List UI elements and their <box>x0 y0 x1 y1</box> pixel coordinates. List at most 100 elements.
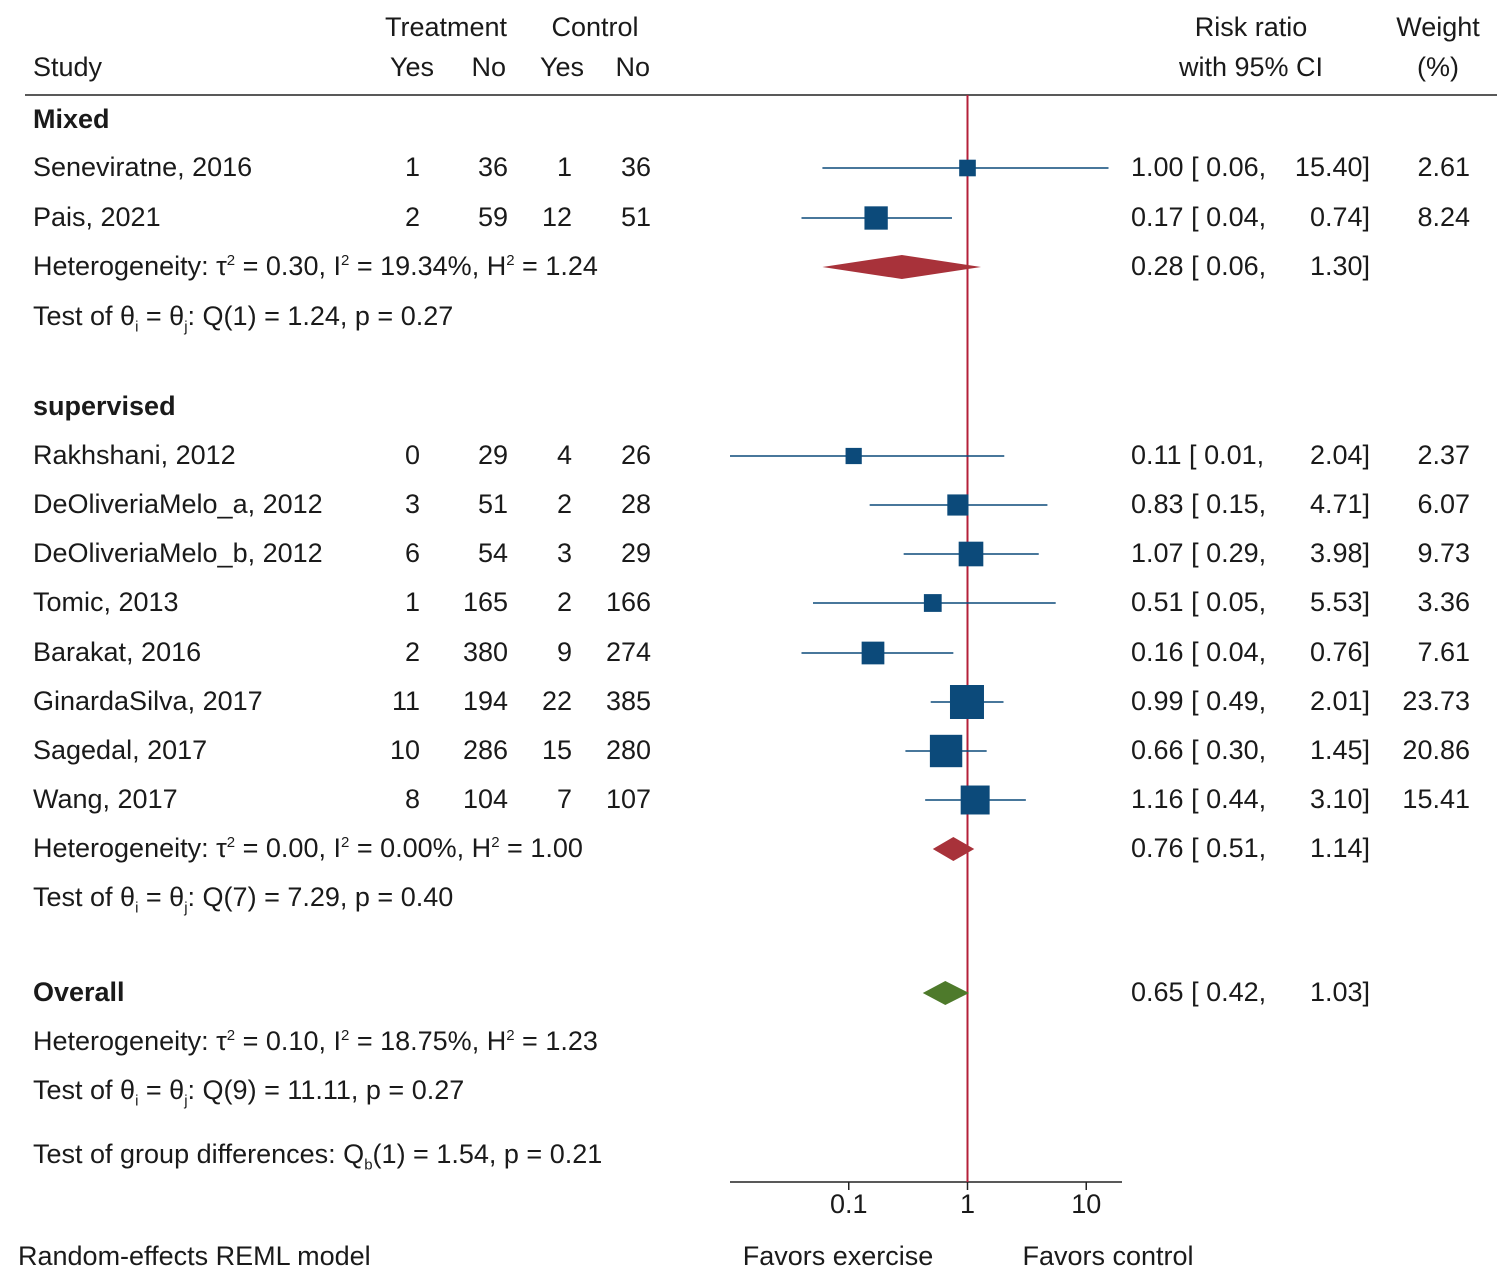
control-no: 166 <box>605 587 651 617</box>
risk-ratio-ci: 0.99 [ 0.49, <box>1131 686 1267 716</box>
subgroup-ci-high: 1.14] <box>1309 833 1370 863</box>
treatment-no: 104 <box>462 784 508 814</box>
favors-exercise-label: Favors exercise <box>742 1241 934 1271</box>
study-name: DeOliveriaMelo_a, 2012 <box>33 489 323 519</box>
treatment-no: 36 <box>477 152 508 182</box>
df: 1 <box>381 1139 397 1169</box>
treatment-no: 286 <box>462 735 508 765</box>
control-yes: 15 <box>541 735 572 765</box>
h2: 1.23 <box>545 1026 598 1056</box>
weight-value: 3.36 <box>1417 587 1470 617</box>
control-no: 36 <box>620 152 651 182</box>
h2: 1.00 <box>530 833 583 863</box>
axis-tick-label: 1 <box>959 1189 976 1219</box>
ci-high: 15.40] <box>1294 152 1370 182</box>
study-name: GinardaSilva, 2017 <box>33 686 263 716</box>
subgroup-rr-ci: 0.76 [ 0.51, <box>1131 833 1267 863</box>
rr-value: 0.28 <box>1131 251 1184 281</box>
risk-ratio-ci: 1.07 [ 0.29, <box>1131 538 1267 568</box>
model-note: Random-effects REML model <box>18 1241 371 1271</box>
study-marker <box>947 494 969 516</box>
treatment-no: 51 <box>477 489 508 519</box>
study-marker <box>923 594 942 612</box>
homogeneity-test: Test of θi = θj: Q(1) = 1.24, p = 0.27 <box>33 301 454 336</box>
rr-value: 0.65 <box>1131 977 1184 1007</box>
df: 9 <box>232 1075 248 1105</box>
tau2: 0.30 <box>265 251 319 281</box>
header-weight-2: (%) <box>1417 52 1459 82</box>
rr-value: 0.51 <box>1131 587 1184 617</box>
treatment-yes: 11 <box>391 686 420 716</box>
ci-low: 0.42, <box>1206 977 1267 1007</box>
weight-value: 23.73 <box>1402 686 1470 716</box>
header-treatment: Treatment <box>384 12 508 42</box>
ci-low: 0.49, <box>1206 686 1267 716</box>
tau2: 0.00 <box>265 833 319 863</box>
ci-low: 0.29, <box>1206 538 1267 568</box>
study-name: Seneviratne, 2016 <box>33 152 253 182</box>
control-no: 29 <box>620 538 651 568</box>
ci-high: 1.45] <box>1309 735 1370 765</box>
rr-value: 1.07 <box>1131 538 1184 568</box>
header-control: Control <box>551 12 639 42</box>
heterogeneity-text: Heterogeneity: τ2 = 0.00, I2 = 0.00%, H2… <box>33 833 583 863</box>
rr-value: 1.16 <box>1131 784 1184 814</box>
subgroup-diamond <box>932 837 975 861</box>
treatment-no: 380 <box>462 637 508 667</box>
overall-ci-high: 1.03] <box>1309 977 1370 1007</box>
risk-ratio-ci: 0.11 [ 0.01, <box>1131 440 1265 470</box>
weight-value: 15.41 <box>1402 784 1470 814</box>
control-yes: 4 <box>556 440 572 470</box>
overall-diamond <box>922 981 970 1005</box>
rr-value: 0.66 <box>1131 735 1184 765</box>
group-differences-test: Test of group differences: Qb(1) = 1.54,… <box>33 1139 603 1174</box>
treatment-yes: 6 <box>404 538 420 568</box>
favors-control-label: Favors control <box>1022 1241 1194 1271</box>
header-rr-1: Risk ratio <box>1194 12 1308 42</box>
df: 1 <box>232 301 248 331</box>
subgroup-rr-ci: 0.28 [ 0.06, <box>1131 251 1267 281</box>
axis-tick-label: 0.1 <box>829 1189 868 1219</box>
rr-value: 0.16 <box>1131 637 1184 667</box>
study-name: Barakat, 2016 <box>33 637 202 667</box>
p: 0.27 <box>411 1075 465 1105</box>
ci-low: 0.06, <box>1206 152 1267 182</box>
study-marker <box>845 447 862 465</box>
treatment-no: 29 <box>477 440 508 470</box>
axis-tick-label: 10 <box>1071 1189 1102 1219</box>
h2: 1.24 <box>545 251 598 281</box>
weight-value: 20.86 <box>1402 735 1470 765</box>
control-yes: 9 <box>556 637 572 667</box>
weight-value: 7.61 <box>1417 637 1470 667</box>
tau2: 0.10 <box>265 1026 319 1056</box>
header-rr-2: with 95% CI <box>1178 52 1324 82</box>
study-name: Rakhshani, 2012 <box>33 440 236 470</box>
study-marker <box>959 159 976 177</box>
ci-low: 0.30, <box>1206 735 1267 765</box>
ci-low: 0.05, <box>1206 587 1267 617</box>
control-no: 107 <box>605 784 651 814</box>
study-marker <box>949 685 984 719</box>
ci-high: 2.04] <box>1309 440 1370 470</box>
treatment-yes: 10 <box>389 735 420 765</box>
treatment-yes: 1 <box>404 152 420 182</box>
treatment-yes: 1 <box>404 587 420 617</box>
treatment-no: 194 <box>462 686 508 716</box>
ci-high: 3.98] <box>1309 538 1370 568</box>
risk-ratio-ci: 0.17 [ 0.04, <box>1131 202 1267 232</box>
rr-value: 1.00 <box>1131 152 1184 182</box>
treatment-yes: 2 <box>404 637 420 667</box>
ci-low: 0.04, <box>1206 637 1267 667</box>
weight-value: 2.61 <box>1417 152 1470 182</box>
overall-heterogeneity: Heterogeneity: τ2 = 0.10, I2 = 18.75%, H… <box>33 1026 598 1056</box>
risk-ratio-ci: 1.00 [ 0.06, <box>1131 152 1267 182</box>
treatment-yes: 0 <box>404 440 420 470</box>
risk-ratio-ci: 1.16 [ 0.44, <box>1131 784 1267 814</box>
group-label: supervised <box>33 391 176 421</box>
ci-low: 0.15, <box>1206 489 1267 519</box>
risk-ratio-ci: 0.16 [ 0.04, <box>1131 637 1267 667</box>
header-c-no: No <box>615 52 650 82</box>
ci-high: 0.76] <box>1309 637 1370 667</box>
p: 0.27 <box>400 301 454 331</box>
i2: 18.75% <box>380 1026 472 1056</box>
